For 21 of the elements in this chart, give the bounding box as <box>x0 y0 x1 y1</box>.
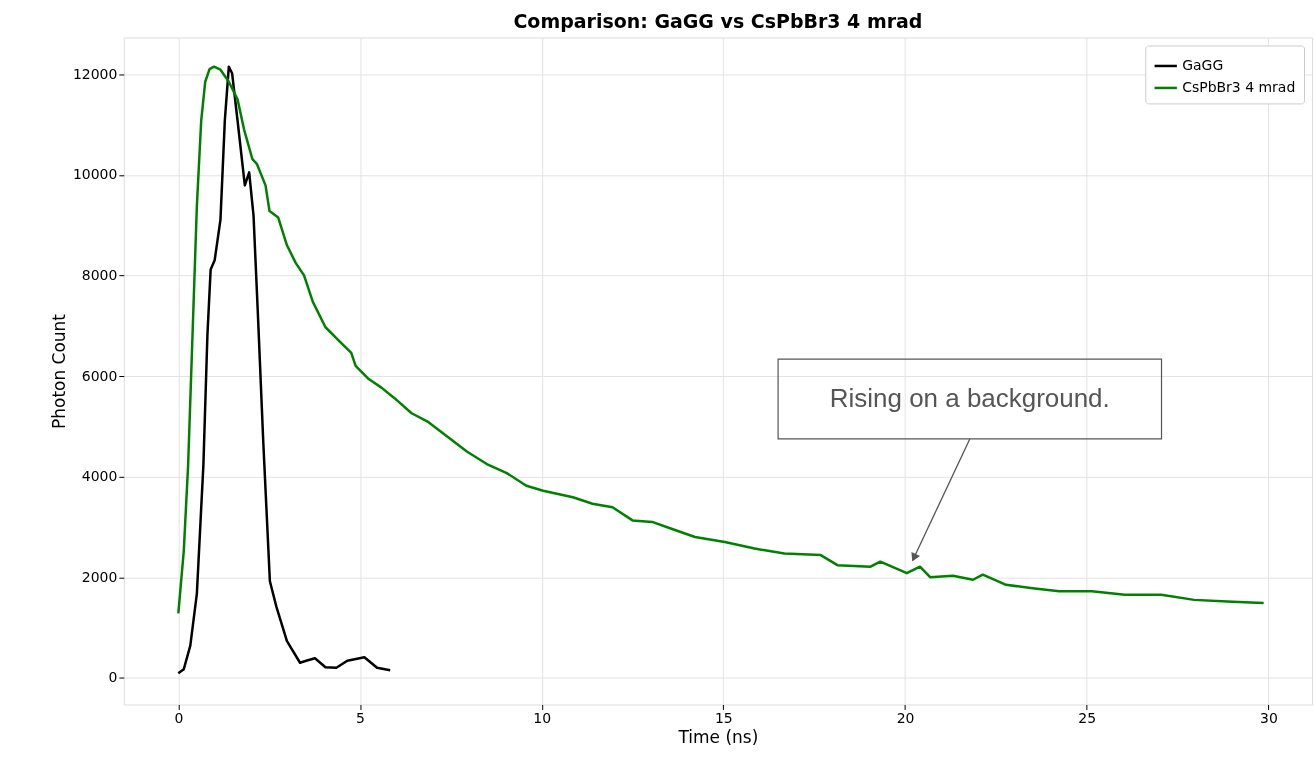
y-tick-label: 8000 <box>81 266 118 283</box>
x-tick-label: 25 <box>1078 709 1097 726</box>
y-tick-label: 2000 <box>81 568 118 585</box>
y-tick-label: 4000 <box>81 468 118 485</box>
line-series <box>177 65 392 675</box>
x-tick-label: 15 <box>714 709 733 726</box>
x-tick-label: 20 <box>896 709 915 726</box>
annotation: Rising on a background. <box>829 383 1110 414</box>
legend-label: CsPbBr3 4 mrad <box>1182 78 1296 95</box>
y-axis-title: Photon Count <box>48 313 69 429</box>
x-tick-label: 5 <box>356 709 365 726</box>
x-axis-title: Time (ns) <box>677 726 759 747</box>
x-tick-label: 10 <box>533 709 552 726</box>
y-tick-label: 0 <box>108 669 118 686</box>
y-tick-label: 6000 <box>81 367 118 384</box>
chart-title: Comparison: GaGG vs CsPbBr3 4 mrad <box>513 9 923 32</box>
y-tick-label: 10000 <box>72 166 118 183</box>
y-tick-label: 12000 <box>72 65 118 82</box>
legend-label: GaGG <box>1182 56 1224 73</box>
x-tick-label: 30 <box>1260 709 1278 726</box>
x-tick-label: 0 <box>174 709 184 726</box>
